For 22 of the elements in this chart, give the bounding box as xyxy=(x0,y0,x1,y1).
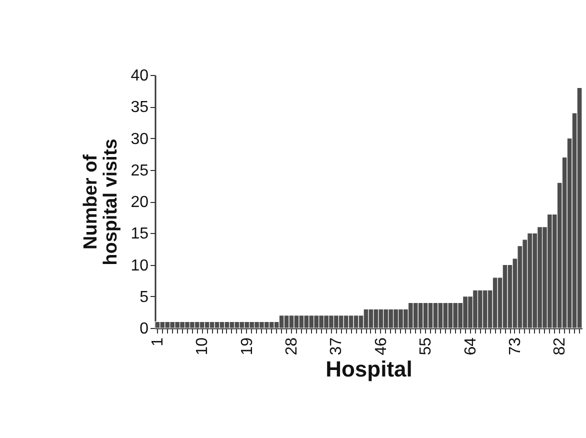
y-tick-label: 0 xyxy=(140,320,149,338)
x-tick-label: 73 xyxy=(506,337,524,356)
x-tick-label: 19 xyxy=(238,337,256,356)
x-axis-title: Hospital xyxy=(326,356,412,382)
y-tick-label: 40 xyxy=(130,68,149,84)
x-tick-label: 37 xyxy=(328,337,346,356)
bar xyxy=(154,321,160,328)
x-tick-label: 46 xyxy=(372,337,390,356)
y-tick-label: 15 xyxy=(130,226,149,243)
x-tick-label: 1 xyxy=(149,337,166,346)
y-tick-label: 25 xyxy=(130,162,149,180)
y-tick-label: 30 xyxy=(130,130,149,148)
x-tick-label: 64 xyxy=(462,337,480,356)
y-axis-title: Number of hospital visits xyxy=(80,138,122,266)
x-tick-label: 82 xyxy=(552,337,569,356)
y-tick-label: 35 xyxy=(130,99,149,116)
y-tick-label: 5 xyxy=(140,288,149,306)
x-tick-label: 55 xyxy=(418,337,435,356)
y-tick-label: 20 xyxy=(130,194,149,211)
x-tick-label: 10 xyxy=(194,337,212,356)
x-tick-label: 28 xyxy=(284,337,301,356)
y-tick-label: 10 xyxy=(130,257,149,274)
